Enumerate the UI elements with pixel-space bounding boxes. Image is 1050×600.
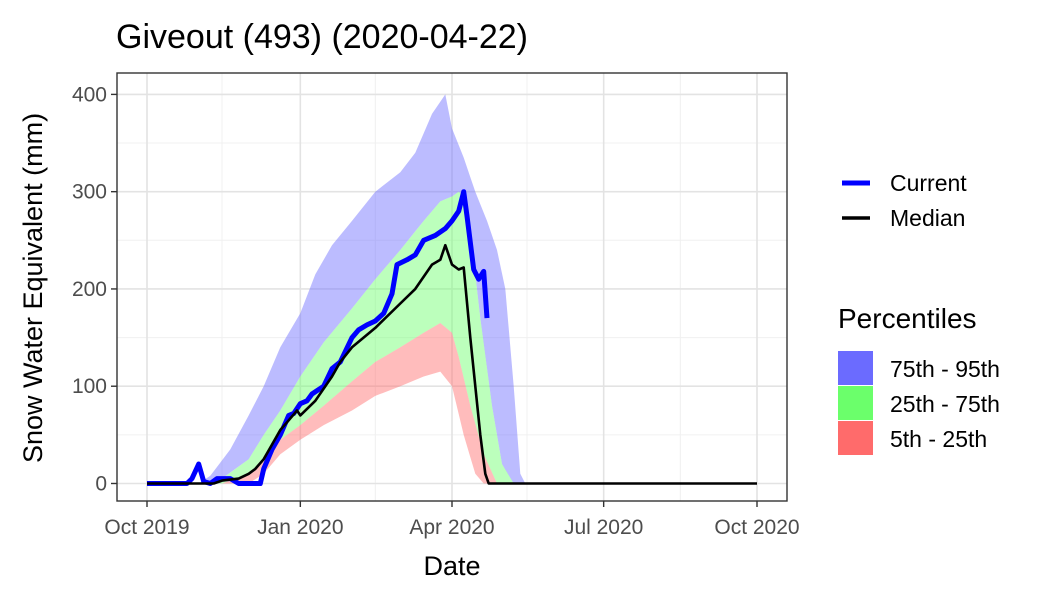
x-tick-label: Oct 2020: [714, 516, 799, 539]
band-5-25: [147, 323, 757, 484]
band-25-75: [147, 191, 757, 484]
x-tick-label: Apr 2020: [409, 516, 494, 539]
legend-label-percentile: 75th - 95th: [890, 356, 1000, 382]
legend-label-percentile: 25th - 75th: [890, 391, 1000, 417]
chart-title: Giveout (493) (2020-04-22): [116, 18, 528, 56]
x-tick-label: Oct 2019: [104, 516, 189, 539]
y-tick-label: 100: [72, 375, 107, 398]
legend-label-current: Current: [890, 170, 967, 196]
legend-key-percentile: [838, 386, 873, 420]
legend-key-percentile: [838, 351, 873, 385]
y-tick-label: 0: [95, 472, 107, 495]
y-tick-label: 200: [72, 278, 107, 301]
percentile-legend-title: Percentiles: [838, 303, 977, 334]
line-legend: Current Median: [842, 170, 967, 231]
legend-label-percentile: 5th - 25th: [890, 426, 987, 452]
band-75-95: [147, 94, 757, 484]
y-tick-label: 300: [72, 181, 107, 204]
x-tick-label: Jan 2020: [257, 516, 343, 539]
plot-panel: [116, 72, 788, 502]
x-axis-title: Date: [423, 551, 480, 581]
median-line: [147, 243, 757, 485]
percentile-legend: 75th - 95th 25th - 75th 5th - 25th: [838, 351, 1000, 455]
x-tick-label: Jul 2020: [564, 516, 643, 539]
y-axis-title: Snow Water Equivalent (mm): [18, 113, 48, 463]
legend-key-percentile: [838, 421, 873, 455]
y-tick-label: 400: [72, 83, 107, 106]
legend-label-median: Median: [890, 205, 965, 231]
